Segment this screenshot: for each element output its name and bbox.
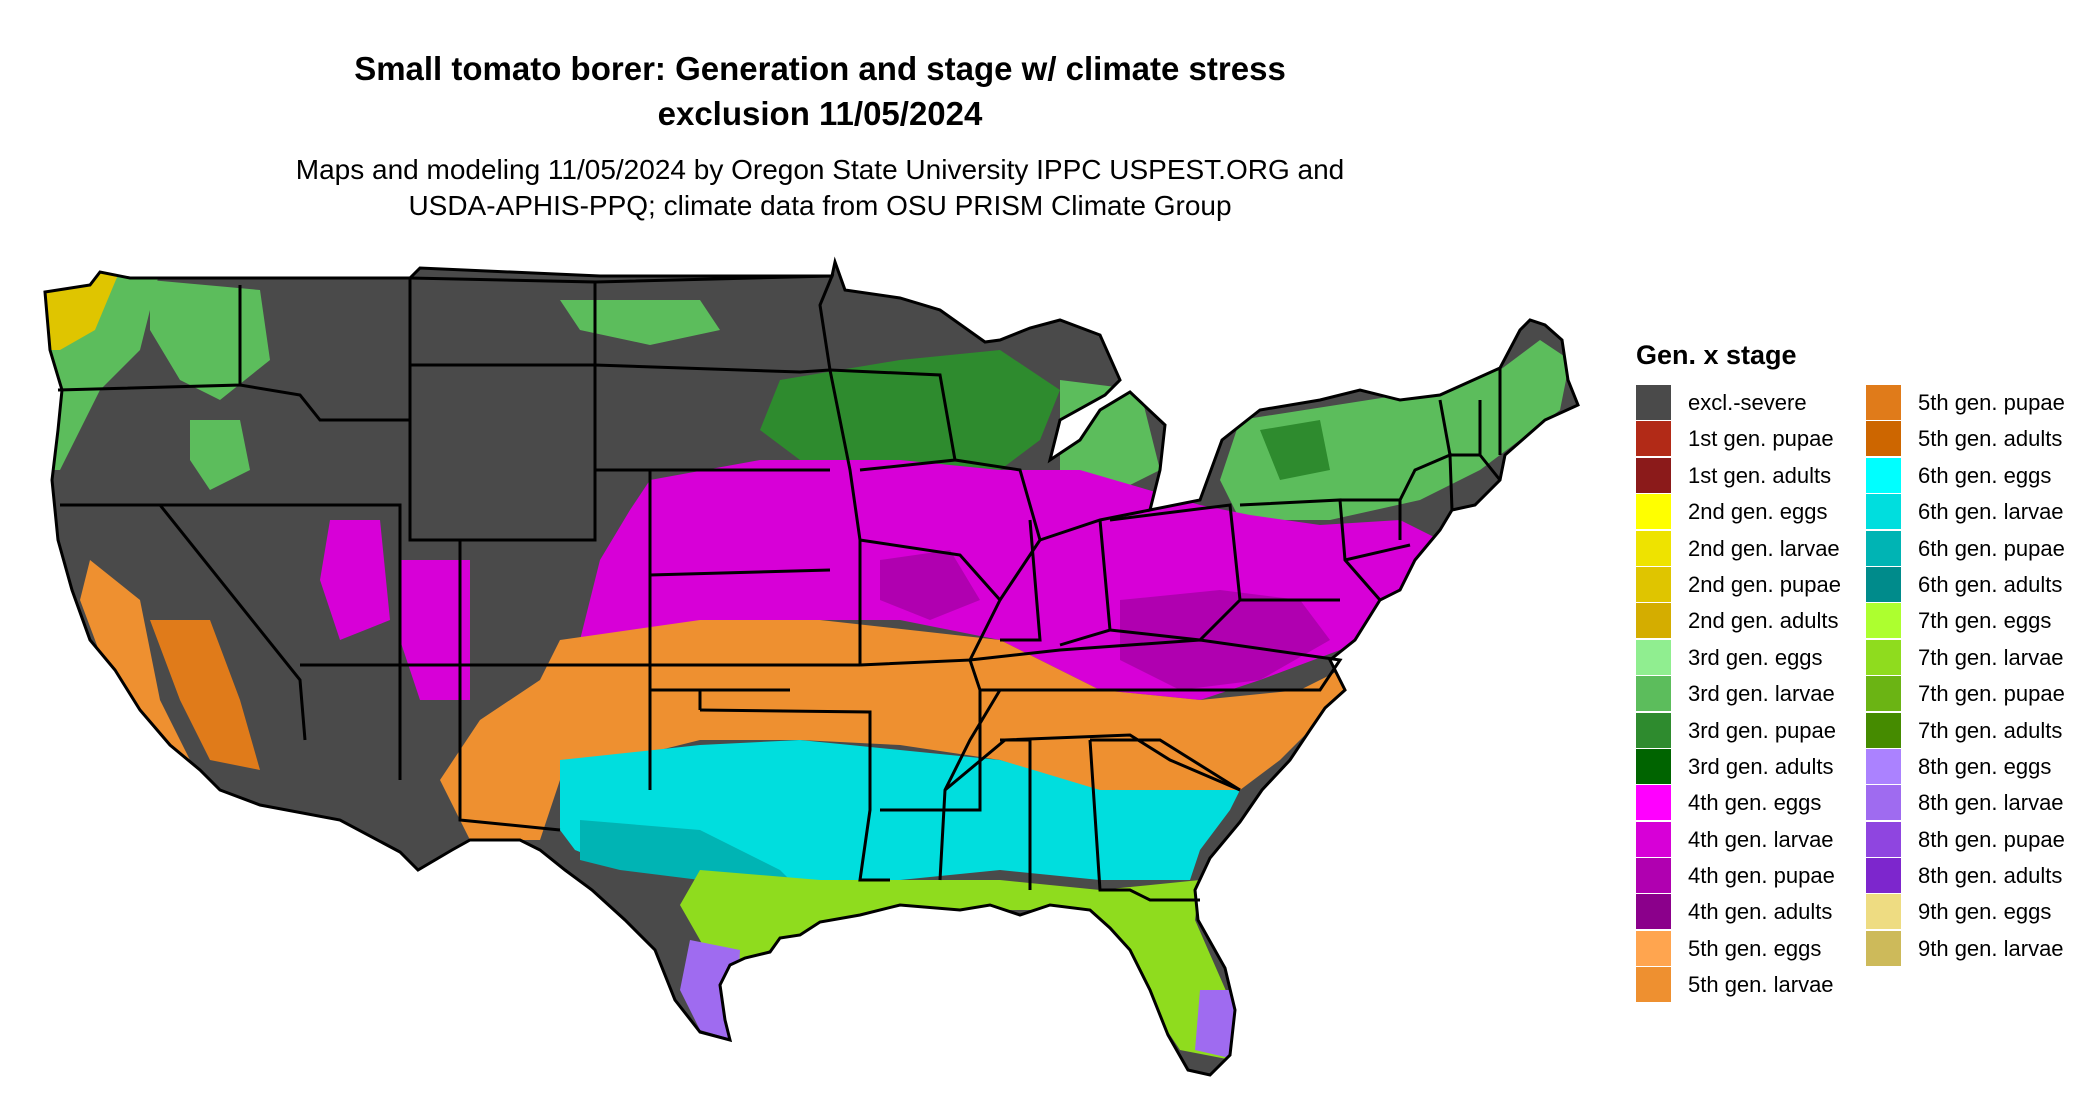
legend-swatch xyxy=(1636,748,1671,784)
legend-swatch xyxy=(1636,530,1671,566)
legend-label: 8th gen. pupae xyxy=(1918,826,2065,852)
map-subtitle-line1: Maps and modeling 11/05/2024 by Oregon S… xyxy=(295,154,1345,185)
legend-title: Gen. x stage xyxy=(1636,340,1797,370)
legend-swatch xyxy=(1636,712,1671,748)
legend-label: 2nd gen. adults xyxy=(1688,608,1839,634)
legend-label: 4th gen. larvae xyxy=(1688,826,1834,852)
legend-swatch xyxy=(1866,785,1901,821)
legend-swatch xyxy=(1866,457,1901,493)
map-title-line1: Small tomato borer: Generation and stage… xyxy=(354,50,1286,87)
legend-label: 3rd gen. eggs xyxy=(1688,644,1823,670)
legend-label: 8th gen. larvae xyxy=(1918,790,2064,816)
legend-label: 3rd gen. pupae xyxy=(1688,717,1837,743)
legend-label: 6th gen. eggs xyxy=(1918,462,2052,488)
legend-label: 4th gen. eggs xyxy=(1688,790,1822,816)
legend-label: 3rd gen. larvae xyxy=(1688,681,1835,707)
legend-label: 1st gen. pupae xyxy=(1688,426,1834,452)
state-borders xyxy=(43,256,1580,1077)
legend-swatch xyxy=(1866,821,1901,857)
legend-swatch xyxy=(1636,858,1671,894)
legend-swatch xyxy=(1636,385,1671,420)
legend-label: 2nd gen. larvae xyxy=(1688,535,1840,561)
legend-swatch xyxy=(1866,858,1901,894)
legend-label: 5th gen. larvae xyxy=(1688,972,1834,998)
legend-swatch xyxy=(1636,676,1671,712)
legend-swatch xyxy=(1866,603,1901,639)
legend-label: 7th gen. pupae xyxy=(1918,681,2065,707)
legend-swatch xyxy=(1636,421,1671,457)
legend-swatch xyxy=(1866,894,1901,930)
legend-swatch xyxy=(1866,712,1901,748)
legend-swatch xyxy=(1866,385,1901,420)
legend-swatch xyxy=(1636,785,1671,821)
legend-swatch xyxy=(1866,676,1901,712)
legend-label: 2nd gen. eggs xyxy=(1688,499,1828,525)
legend-swatch xyxy=(1866,494,1901,530)
legend-label: 7th gen. adults xyxy=(1918,717,2063,743)
legend-label: 1st gen. adults xyxy=(1688,462,1832,488)
legend-label: 5th gen. adults xyxy=(1918,426,2063,452)
legend-label: 6th gen. adults xyxy=(1918,571,2063,597)
legend-swatch xyxy=(1636,930,1671,966)
map-subtitle: Maps and modeling 11/05/2024 by Oregon S… xyxy=(0,152,1640,224)
legend-label: 4th gen. adults xyxy=(1688,899,1833,925)
legend-label: 6th gen. pupae xyxy=(1918,535,2065,561)
legend-label: 3rd gen. adults xyxy=(1688,753,1834,779)
legend-label: 7th gen. eggs xyxy=(1918,608,2052,634)
legend-swatch xyxy=(1636,894,1671,930)
legend-swatch xyxy=(1636,967,1671,1003)
legend-swatch xyxy=(1636,457,1671,493)
legend-label: 4th gen. pupae xyxy=(1688,863,1835,889)
legend-swatch xyxy=(1866,639,1901,675)
legend-label: 2nd gen. pupae xyxy=(1688,571,1841,597)
legend-swatch xyxy=(1636,603,1671,639)
legend-label: 5th gen. eggs xyxy=(1688,935,1822,961)
legend-label: 6th gen. larvae xyxy=(1918,499,2064,525)
legend-swatch xyxy=(1866,930,1901,966)
legend-swatch xyxy=(1636,821,1671,857)
legend-label: 9th gen. larvae xyxy=(1918,935,2064,961)
legend-swatch xyxy=(1636,566,1671,602)
map-title-line2: exclusion 11/05/2024 xyxy=(657,95,983,132)
legend-swatch xyxy=(1866,421,1901,457)
legend-swatch xyxy=(1866,748,1901,784)
legend-label: 5th gen. pupae xyxy=(1918,390,2065,415)
legend-swatch xyxy=(1636,639,1671,675)
legend-swatch xyxy=(1866,566,1901,602)
legend-label: 9th gen. eggs xyxy=(1918,899,2052,925)
legend-label: 8th gen. eggs xyxy=(1918,753,2052,779)
legend-swatch xyxy=(1866,530,1901,566)
legend-swatch xyxy=(1636,494,1671,530)
map-subtitle-line2: USDA-APHIS-PPQ; climate data from OSU PR… xyxy=(408,190,1232,221)
legend-label: 8th gen. adults xyxy=(1918,863,2063,889)
map-title: Small tomato borer: Generation and stage… xyxy=(0,46,1640,136)
legend-label: 7th gen. larvae xyxy=(1918,644,2064,670)
legend-label: excl.-severe xyxy=(1688,390,1807,415)
